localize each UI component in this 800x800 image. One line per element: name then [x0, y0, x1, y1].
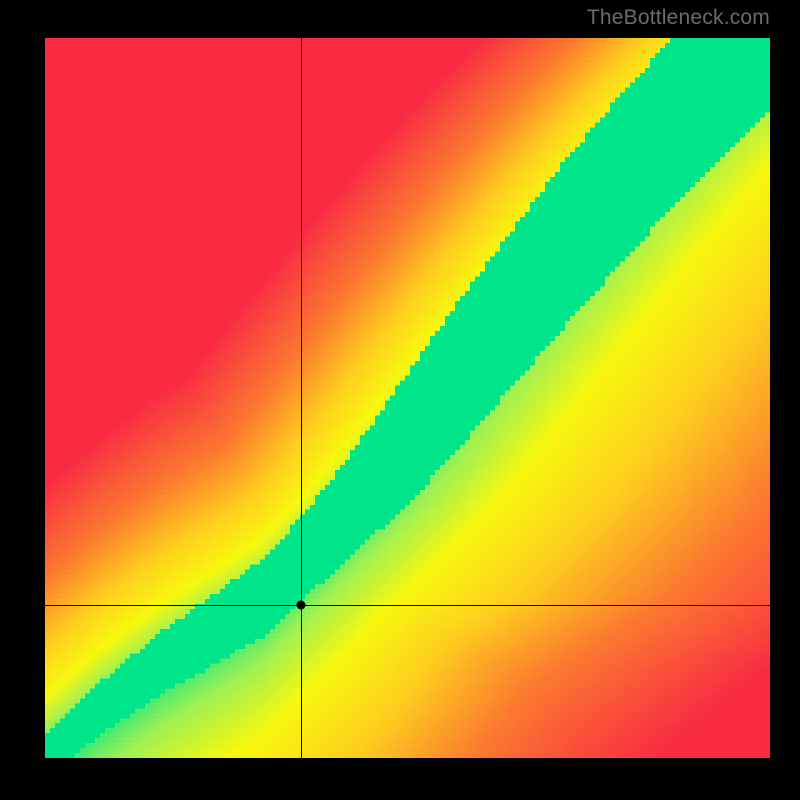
- crosshair-vertical-line: [301, 38, 302, 758]
- crosshair-horizontal-line: [45, 605, 770, 606]
- heatmap-plot-area: [45, 38, 770, 758]
- heatmap-canvas: [45, 38, 770, 758]
- watermark-text: TheBottleneck.com: [587, 6, 770, 30]
- crosshair-marker-dot: [296, 601, 305, 610]
